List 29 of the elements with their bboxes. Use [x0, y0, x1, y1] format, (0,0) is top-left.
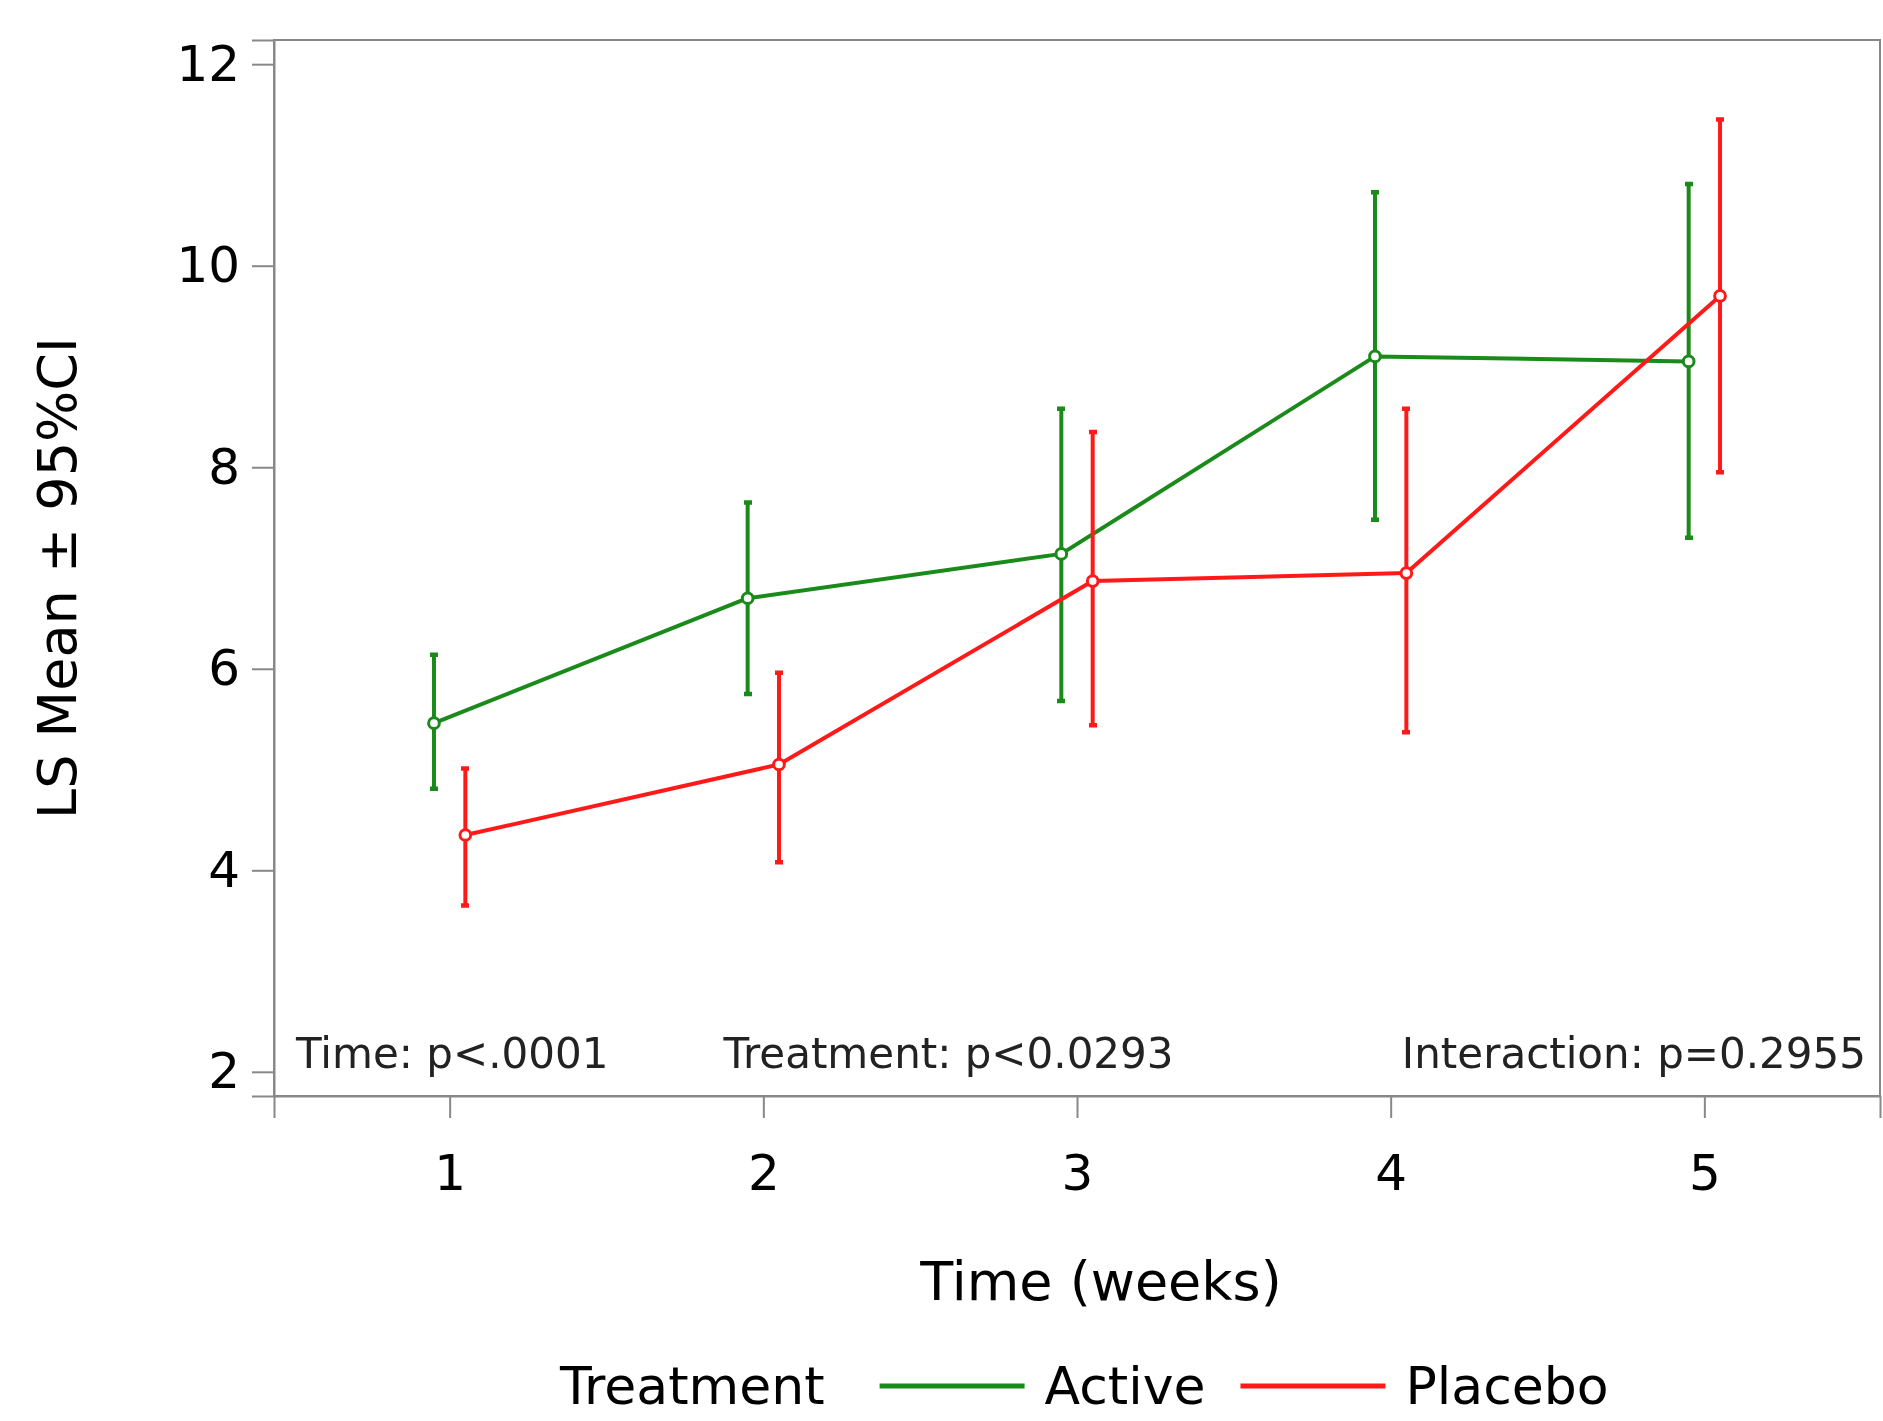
- y-tick-label: 10: [176, 236, 240, 295]
- y-tick-label: 8: [208, 437, 240, 496]
- x-tick-label: 5: [1688, 1143, 1721, 1202]
- point: [772, 757, 786, 772]
- legend-label: Placebo: [1405, 1356, 1609, 1416]
- point: [1399, 566, 1414, 580]
- x-axis-title: Time (weeks): [919, 1250, 1282, 1313]
- point: [1054, 547, 1069, 561]
- y-axis-title: LS Mean ± 95%CI: [26, 337, 89, 819]
- y-tick-label: 6: [208, 639, 240, 698]
- y-tick-label: 2: [208, 1042, 240, 1101]
- x-tick-label: 2: [747, 1143, 780, 1202]
- legend-label: Active: [1044, 1356, 1206, 1416]
- point: [1085, 574, 1100, 588]
- point: [1713, 289, 1727, 303]
- annotation: Treatment: p<0.0293: [722, 1029, 1174, 1078]
- point: [740, 591, 755, 606]
- point: [1681, 354, 1696, 369]
- point: [1368, 349, 1382, 364]
- x-tick-label: 4: [1375, 1143, 1408, 1202]
- x-tick-label: 1: [434, 1143, 467, 1202]
- annotation: Time: p<.0001: [295, 1029, 609, 1078]
- point: [427, 716, 441, 731]
- legend-title: Treatment: [559, 1356, 825, 1416]
- annotation: Interaction: p=0.2955: [1401, 1029, 1866, 1078]
- x-tick-label: 3: [1061, 1143, 1094, 1202]
- y-tick-label: 4: [208, 840, 240, 899]
- y-tick-label: 12: [176, 34, 240, 93]
- point: [458, 828, 473, 842]
